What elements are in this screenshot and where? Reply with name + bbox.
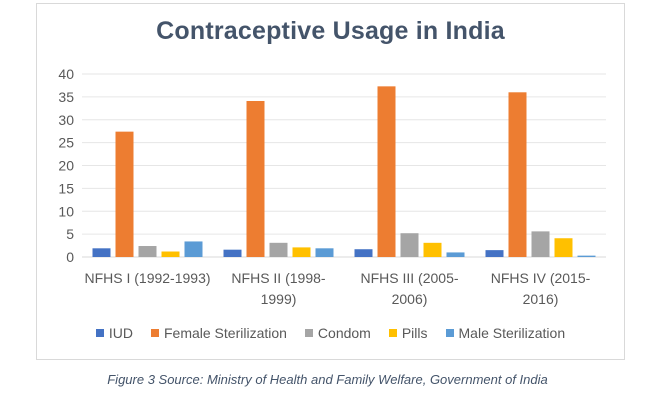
bars xyxy=(92,86,596,258)
x-axis-category-labels: NFHS I (1992-1993) NFHS II (1998- 1999) NFH… xyxy=(84,270,590,307)
bar-condom xyxy=(138,246,157,257)
y-tick-label: 40 xyxy=(58,66,74,82)
legend-item: IUD xyxy=(95,325,133,341)
bar-iud xyxy=(92,248,111,257)
bar-iud xyxy=(485,250,504,257)
legend-swatch xyxy=(445,329,454,337)
chart-title: Contraceptive Usage in India xyxy=(156,17,505,45)
y-tick-label: 0 xyxy=(66,249,74,265)
y-tick-label: 10 xyxy=(58,203,74,219)
legend-label: Female Sterilization xyxy=(163,325,287,341)
bar-female-sterilization xyxy=(246,100,265,258)
bar-pills xyxy=(554,238,573,257)
bar-male-sterilization xyxy=(446,252,465,257)
legend: IUD Female Sterilization Condom Pills Male S… xyxy=(36,325,625,341)
chart-frame xyxy=(36,3,625,360)
legend-item: Pills xyxy=(388,325,428,341)
bar-pills xyxy=(423,242,442,257)
legend-swatch xyxy=(388,329,397,337)
y-axis-tick-labels: 0 5 10 15 20 25 30 35 40 xyxy=(58,66,74,265)
legend-swatch xyxy=(304,329,313,337)
y-tick-label: 35 xyxy=(58,89,74,105)
y-tick-label: 15 xyxy=(58,180,74,196)
figure-caption: Figure 3 Source: Ministry of Health and … xyxy=(107,372,548,387)
x-category-label: NFHS II (1998- xyxy=(231,270,325,286)
bar-male-sterilization xyxy=(184,241,203,257)
x-category-label: 1999) xyxy=(261,291,297,307)
y-tick-label: 20 xyxy=(58,158,74,174)
legend-label: Pills xyxy=(401,325,428,341)
bar-iud xyxy=(354,249,373,257)
bar-pills xyxy=(292,247,311,257)
bar-male-sterilization xyxy=(315,248,334,257)
y-tick-label: 25 xyxy=(58,135,74,151)
bar-female-sterilization xyxy=(115,131,134,257)
bar-condom xyxy=(400,233,419,257)
bar-pills xyxy=(161,251,180,257)
x-category-label: 2006) xyxy=(392,291,428,307)
bar-male-sterilization xyxy=(577,255,596,257)
bar-condom xyxy=(531,231,550,257)
y-tick-label: 5 xyxy=(66,226,74,242)
bar-female-sterilization xyxy=(508,92,527,257)
legend-swatch xyxy=(95,329,104,337)
legend-label: Condom xyxy=(317,325,371,341)
legend-item: Male Sterilization xyxy=(445,325,566,341)
bar-condom xyxy=(269,242,288,257)
legend-item: Female Sterilization xyxy=(150,325,287,341)
legend-label: IUD xyxy=(108,325,133,341)
gridlines xyxy=(82,73,606,258)
y-tick-label: 30 xyxy=(58,112,74,128)
x-category-label: NFHS III (2005- xyxy=(360,270,458,286)
legend-label: Male Sterilization xyxy=(458,325,566,341)
bar-female-sterilization xyxy=(377,86,396,257)
x-category-label: NFHS I (1992-1993) xyxy=(84,270,210,286)
legend-swatch xyxy=(150,329,159,337)
legend-item: Condom xyxy=(304,325,371,341)
x-category-label: NFHS IV (2015- xyxy=(491,270,591,286)
bar-iud xyxy=(223,249,242,257)
x-category-label: 2016) xyxy=(523,291,559,307)
